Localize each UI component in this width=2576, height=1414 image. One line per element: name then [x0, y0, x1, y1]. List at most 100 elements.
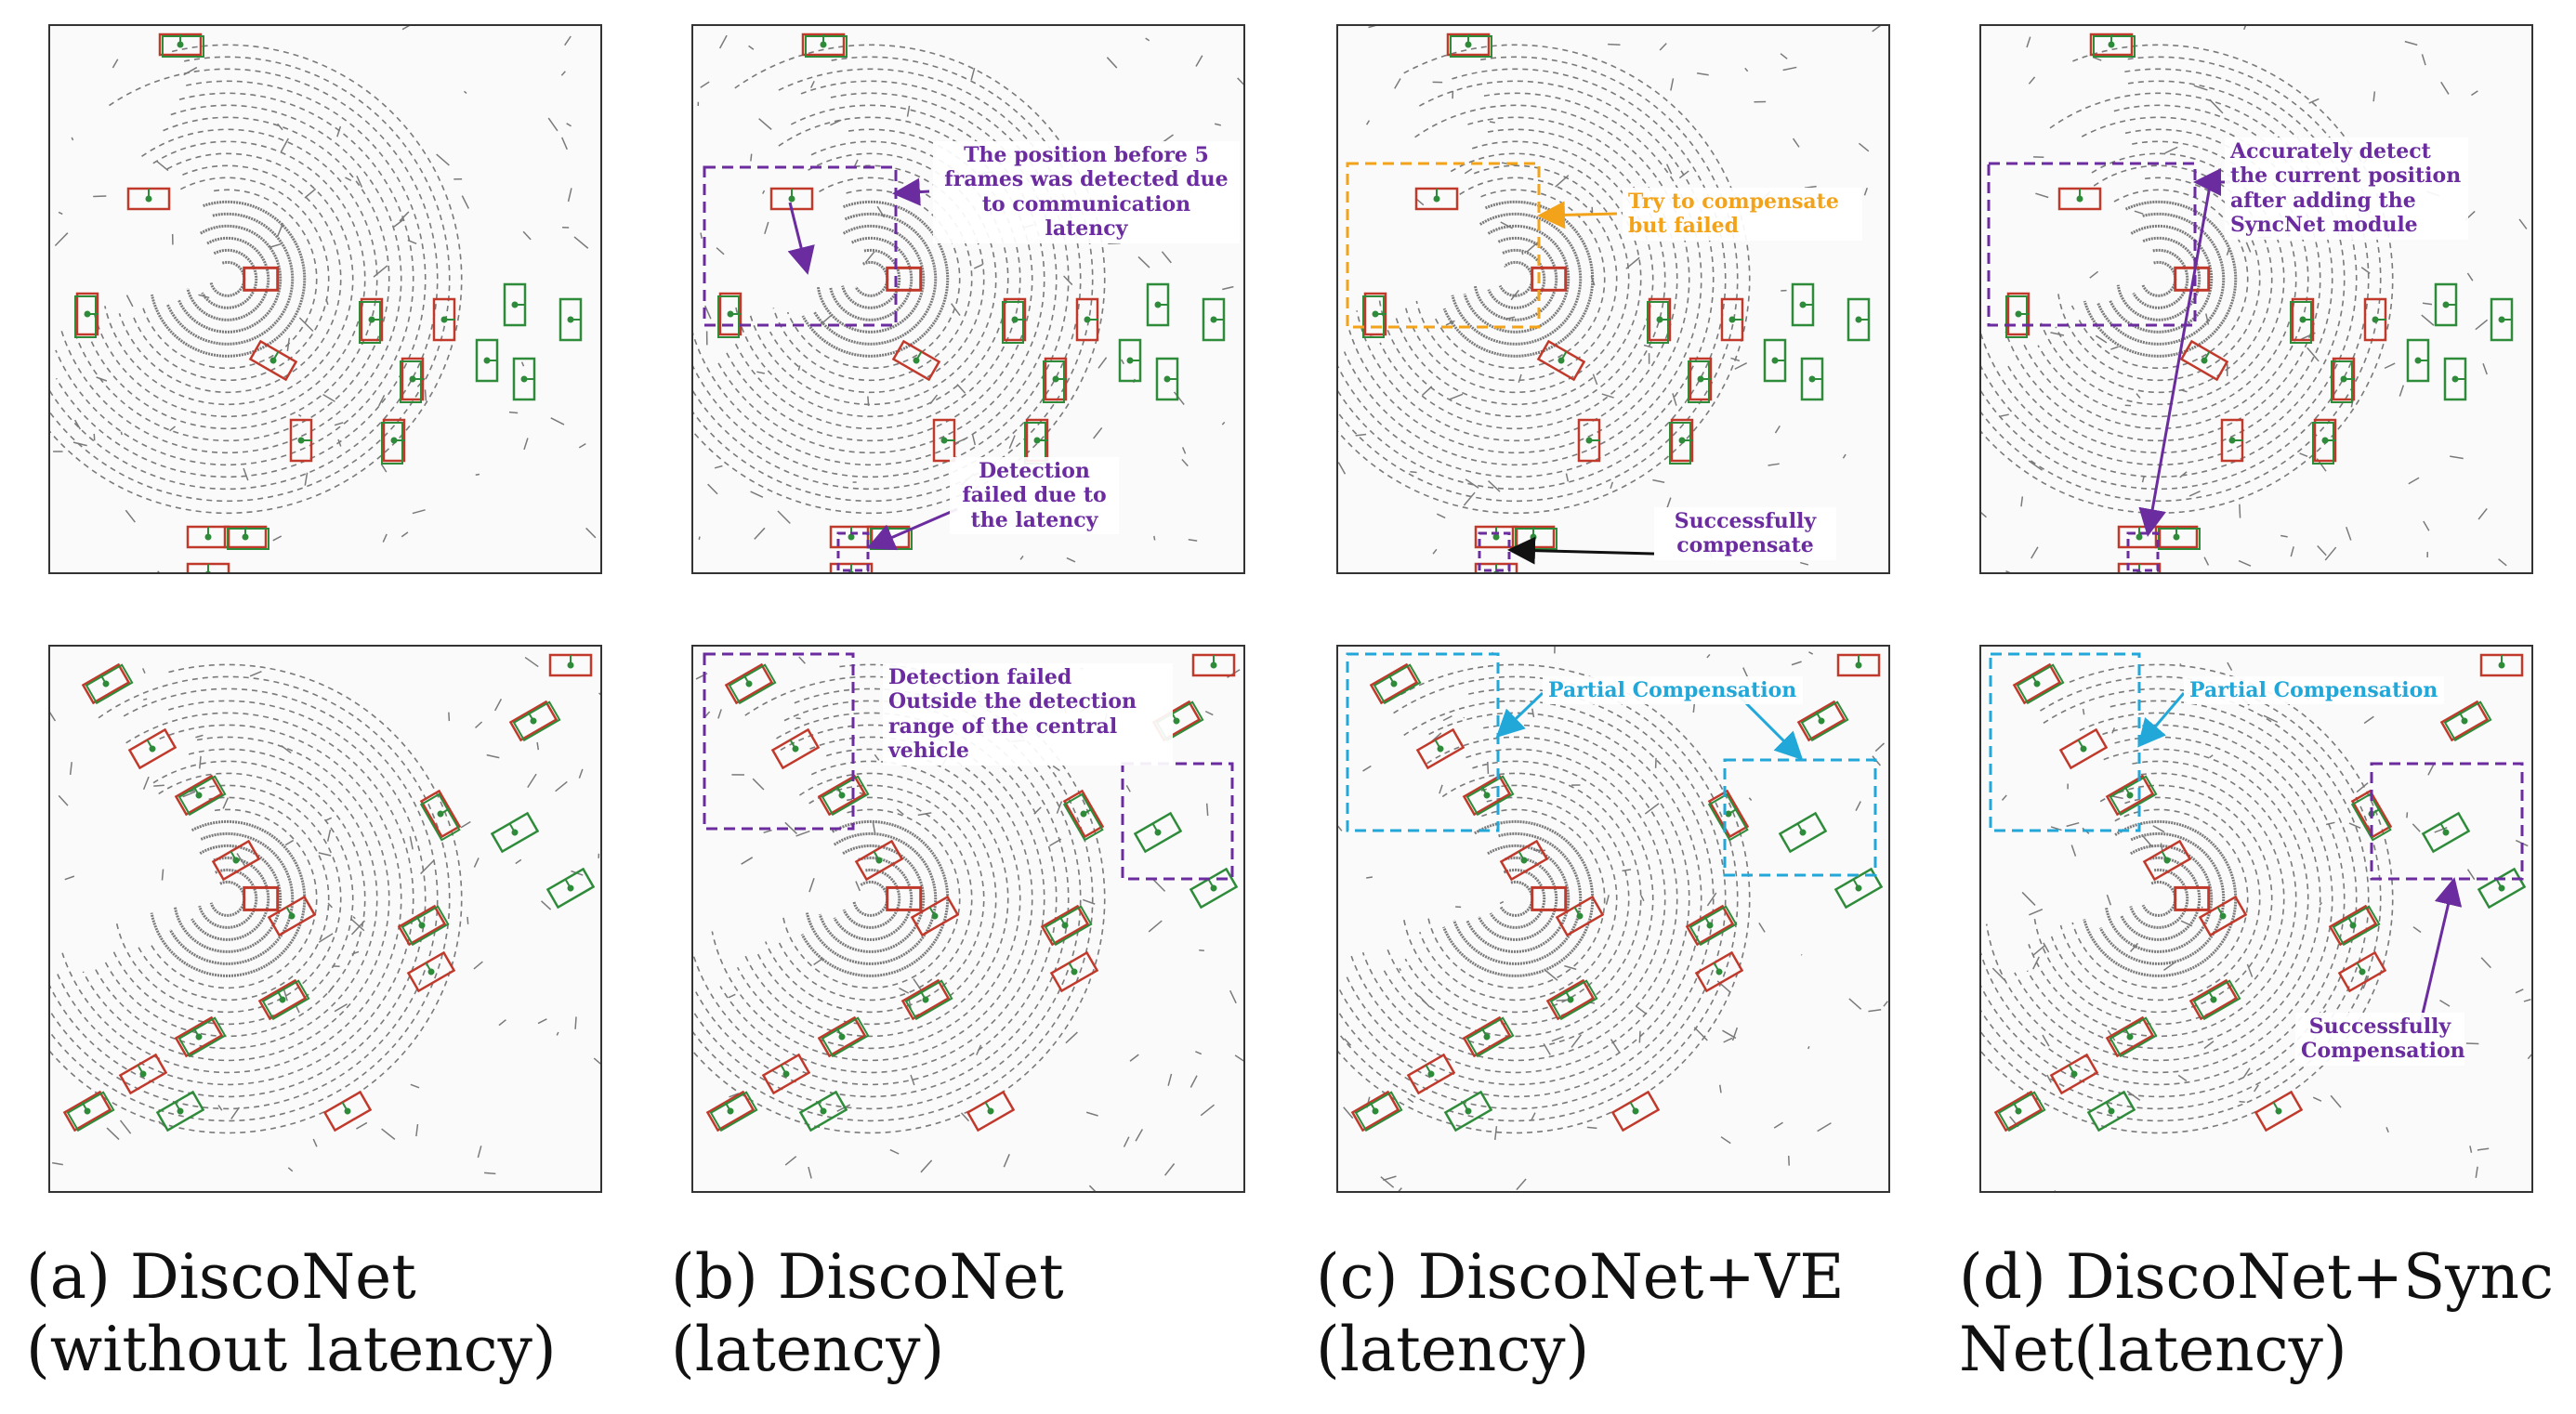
lidar-segment — [1088, 1185, 1097, 1191]
vehicle-box-group — [2117, 525, 2162, 549]
lidar-segment — [872, 821, 876, 834]
vehicle-box-group — [1778, 811, 1828, 854]
lidar-segment — [182, 791, 196, 798]
lidar-segment — [1181, 447, 1187, 454]
lidar-segment — [752, 778, 765, 791]
lidar-ring — [772, 177, 973, 382]
lidar-segment — [2246, 963, 2254, 977]
lidar-segment — [2408, 477, 2420, 485]
lidar-segment — [1237, 77, 1243, 85]
lidar-segment — [515, 858, 522, 865]
lidar-segment — [58, 794, 69, 806]
heading-line — [1462, 1101, 1469, 1112]
vehicle-box-group — [1075, 297, 1099, 342]
lidar-segment — [2226, 247, 2230, 256]
heading-line — [2346, 915, 2354, 926]
heading-line — [2068, 1064, 2075, 1075]
lidar-segment — [2106, 894, 2112, 906]
ground-truth-box — [512, 700, 561, 742]
vehicle-box-group — [1446, 33, 1492, 58]
lidar-ring — [55, 80, 427, 478]
lidar-ring — [2037, 140, 2297, 418]
lidar-segment — [1153, 535, 1156, 541]
lidar-segment — [351, 950, 360, 955]
lidar-segment — [704, 305, 712, 320]
lidar-segment — [2254, 1084, 2259, 1093]
caption-d-line1: (d) DiscoNet+Sync — [1959, 1241, 2554, 1313]
vehicle-box-group — [74, 292, 99, 338]
lidar-segment — [2348, 822, 2361, 829]
lidar-segment — [334, 1003, 348, 1013]
lidar-ring — [1404, 772, 1642, 1026]
lidar-segment — [954, 437, 967, 444]
heading-line — [425, 962, 432, 973]
lidar-segment — [1065, 1031, 1078, 1044]
lidar-ring — [2040, 152, 2285, 406]
lidar-segment — [1981, 512, 1987, 518]
vehicle-box-group — [829, 562, 874, 572]
lidar-segment — [1800, 561, 1809, 566]
lidar-segment — [899, 987, 910, 994]
vehicle-box-group — [866, 525, 913, 550]
lidar-segment — [585, 527, 597, 539]
lidar-ring — [103, 760, 366, 1038]
ego-vehicle-box — [1531, 266, 1568, 292]
vehicle-box-group — [1002, 297, 1027, 344]
lidar-segment — [561, 137, 568, 151]
heading-line — [1207, 878, 1215, 889]
ground-truth-box — [2005, 295, 2028, 338]
heading-line — [724, 1101, 731, 1112]
lidar-segment — [1344, 1038, 1352, 1046]
lidar-segment — [1052, 765, 1060, 772]
lidar-segment — [2412, 926, 2422, 934]
lidar-segment — [1394, 78, 1401, 89]
heading-line — [285, 906, 293, 917]
heading-line — [2123, 1027, 2131, 1038]
ground-truth-box — [717, 295, 740, 338]
vehicle-box-group — [223, 525, 269, 550]
lidar-segment — [1718, 1084, 1722, 1093]
caption-b-line1: (b) DiscoNet — [671, 1241, 1064, 1313]
lidar-segment — [153, 784, 164, 787]
vehicle-box-group — [127, 727, 177, 770]
lidar-segment — [956, 384, 966, 394]
lidar-segment — [971, 434, 977, 446]
lidar-ring — [2120, 856, 2201, 941]
lidar-ring — [1361, 736, 1678, 1062]
caption-b: (b) DiscoNet (latency) — [671, 1241, 1064, 1386]
lidar-segment — [2515, 988, 2524, 994]
lidar-segment — [1164, 1163, 1176, 1176]
lidar-segment — [345, 177, 352, 181]
prediction-box — [2142, 839, 2192, 882]
vehicle-box-group — [854, 839, 904, 882]
lidar-segment — [142, 668, 146, 674]
heading-line — [415, 915, 423, 926]
lidar-ring — [776, 796, 973, 1002]
vehicle-box-group — [891, 339, 941, 382]
vehicle-box-group — [2142, 839, 2192, 882]
lidar-segment — [1780, 53, 1788, 59]
lidar-ring — [1379, 128, 1666, 430]
panel-a-top — [48, 24, 602, 574]
heading-line — [2458, 711, 2465, 722]
lidar-ring — [743, 760, 1009, 1038]
lidar-ring — [198, 868, 258, 929]
lidar-segment — [1720, 1136, 1731, 1145]
lidar-ring — [115, 784, 342, 1014]
heading-line — [835, 1027, 843, 1038]
lidar-segment — [574, 1016, 577, 1029]
lidar-segment — [1108, 242, 1121, 244]
lidar-segment — [795, 830, 810, 837]
lidar-segment — [73, 419, 81, 430]
lidar-segment — [1842, 453, 1847, 459]
lidar-segment — [2129, 942, 2139, 952]
lidar-segment — [1991, 967, 2007, 982]
lidar-ring — [769, 164, 985, 394]
caption-d: (d) DiscoNet+Sync Net(latency) — [1959, 1241, 2554, 1386]
lidar-segment — [1365, 120, 1371, 125]
prediction-box — [211, 839, 261, 882]
ego-vehicle-box — [243, 885, 280, 911]
lidar-ring — [693, 92, 1058, 466]
vehicle-box-group — [2105, 1015, 2158, 1058]
lidar-segment — [1774, 425, 1781, 434]
